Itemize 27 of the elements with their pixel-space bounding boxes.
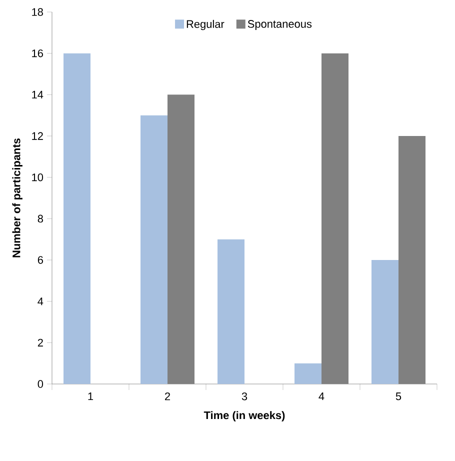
bar xyxy=(321,53,348,384)
bar xyxy=(294,363,322,384)
x-tick-label: 3 xyxy=(242,392,248,400)
y-tick-label: 0 xyxy=(38,380,44,388)
y-tick-label: 12 xyxy=(32,132,43,140)
legend-label: Regular xyxy=(186,20,224,30)
x-tick-label: 1 xyxy=(88,392,94,400)
y-tick-label: 14 xyxy=(32,90,44,98)
y-axis-title: Number of participants xyxy=(12,138,22,258)
bar xyxy=(371,260,398,384)
bar xyxy=(398,136,426,384)
bar xyxy=(140,115,168,384)
bar xyxy=(217,239,244,384)
legend-label: Spontaneous xyxy=(248,20,312,30)
x-tick-label: 4 xyxy=(318,392,324,400)
bar xyxy=(64,53,90,384)
y-tick-label: 4 xyxy=(38,298,44,306)
y-tick-label: 10 xyxy=(32,173,44,182)
x-axis-title: Time (in weeks) xyxy=(204,411,285,422)
x-tick-label: 2 xyxy=(164,392,170,400)
y-tick-label: 2 xyxy=(38,338,43,346)
bar xyxy=(168,94,194,384)
x-tick-label: 5 xyxy=(396,392,402,400)
y-tick-label: 6 xyxy=(38,256,43,264)
y-tick-label: 16 xyxy=(32,49,43,58)
y-tick-label: 18 xyxy=(32,8,43,16)
y-tick-label: 8 xyxy=(38,214,43,223)
